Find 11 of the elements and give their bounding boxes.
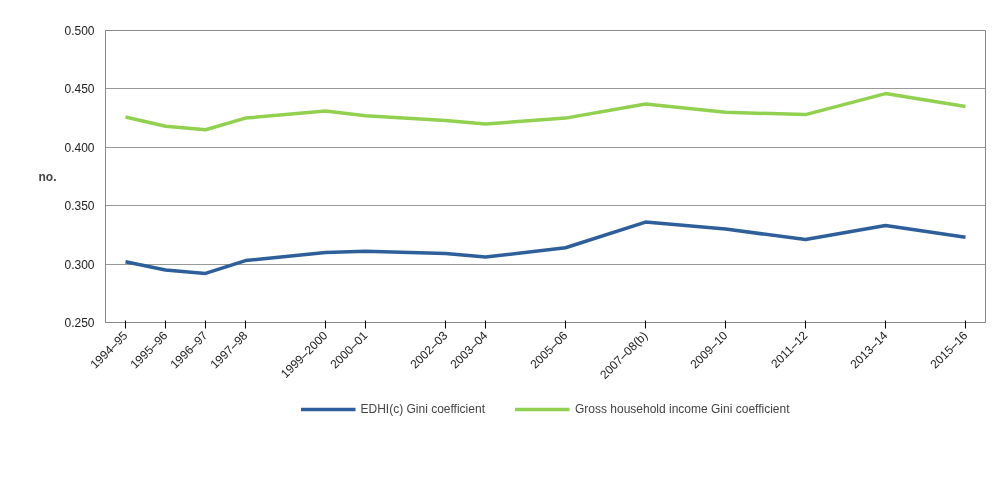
y-tick-label: 0.400 bbox=[64, 140, 95, 155]
y-tick-label: 0.500 bbox=[64, 24, 95, 38]
y-axis-title: no. bbox=[38, 169, 57, 184]
y-tick-label: 0.450 bbox=[64, 82, 95, 97]
legend-label: EDHI(c) Gini coefficient bbox=[360, 402, 485, 416]
line-series bbox=[123, 91, 968, 132]
legend-label: Gross household income Gini coefficient bbox=[574, 402, 790, 416]
y-tick-label: 0.300 bbox=[64, 257, 95, 272]
y-tick-label: 0.250 bbox=[64, 316, 95, 330]
line-series bbox=[123, 220, 968, 276]
y-tick-label: 0.350 bbox=[64, 199, 95, 214]
